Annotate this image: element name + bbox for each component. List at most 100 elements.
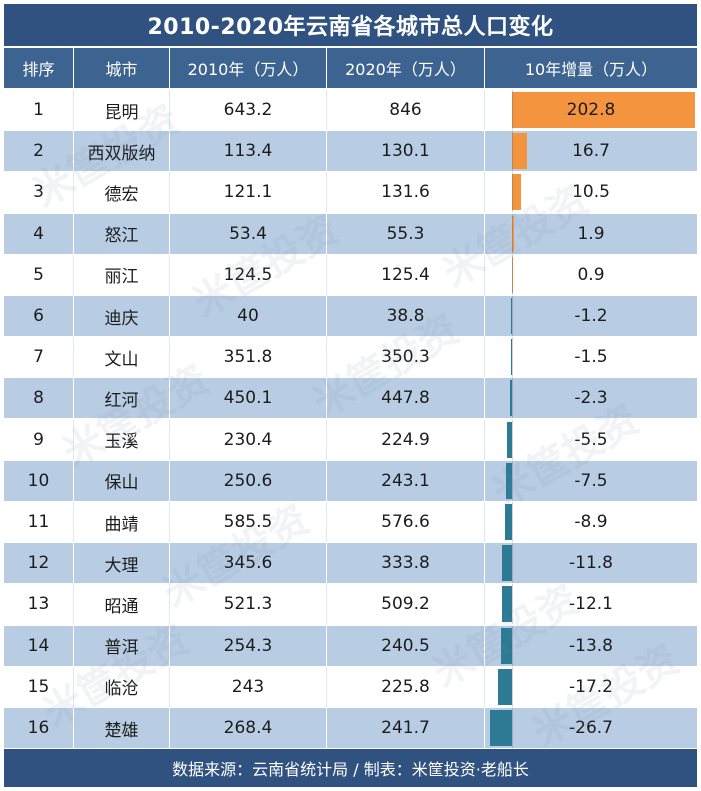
change-value-label: 0.9 [577,264,605,285]
cell-2010: 121.1 [170,172,327,213]
table-row: 12 大理 345.6 333.8 -11.8 [4,543,697,584]
table-row: 15 临沧 243 225.8 -17.2 [4,666,697,707]
change-value-label: -7.5 [574,470,608,491]
cell-2010: 243 [170,666,327,707]
cell-city: 曲靖 [74,502,170,542]
cell-rank: 2 [4,131,74,172]
increase-bar [512,256,513,293]
zero-axis-line [512,666,513,707]
cell-rank: 5 [4,254,74,295]
decrease-bar [497,668,512,705]
change-value-label: -11.8 [569,553,613,574]
table-row: 16 楚雄 268.4 241.7 -26.7 [4,708,697,748]
cell-rank: 9 [4,419,74,460]
cell-rank: 8 [4,378,74,419]
cell-city: 文山 [74,337,170,378]
cell-rank: 15 [4,666,74,707]
cell-city: 红河 [74,378,170,419]
change-value-label: -13.8 [569,635,613,656]
cell-2010: 113.4 [170,131,327,172]
cell-change: -1.2 [485,296,697,336]
cell-2010: 268.4 [170,708,327,748]
table-row: 9 玉溪 230.4 224.9 -5.5 [4,419,697,460]
cell-change: 10.5 [485,172,697,213]
cell-city: 迪庆 [74,296,170,336]
cell-city: 普洱 [74,625,170,666]
change-value-label: -1.5 [574,347,608,368]
zero-axis-line [512,172,513,213]
cell-2020: 447.8 [327,378,485,419]
cell-2020: 846 [327,90,485,130]
zero-axis-line [512,254,513,295]
change-value-label: -26.7 [569,718,613,738]
change-value-label: -5.5 [574,429,608,450]
table-row: 4 怒江 53.4 55.3 1.9 [4,213,697,254]
cell-2020: 509.2 [327,584,485,625]
cell-change: -26.7 [485,708,697,748]
header-2020: 2020年（万人） [327,48,485,88]
cell-change: 1.9 [485,213,697,254]
increase-bar [512,133,528,170]
increase-bar [512,92,695,128]
table-row: 11 曲靖 585.5 576.6 -8.9 [4,502,697,542]
zero-axis-line [512,708,513,748]
zero-axis-line [512,337,513,378]
cell-2020: 243.1 [327,460,485,501]
table-row: 1 昆明 643.2 846 202.8 [4,90,697,130]
decrease-bar [510,380,512,417]
change-value-label: -2.3 [574,388,608,409]
cell-2010: 521.3 [170,584,327,625]
cell-2020: 241.7 [327,708,485,748]
cell-2010: 124.5 [170,254,327,295]
cell-city: 西双版纳 [74,131,170,172]
cell-city: 昆明 [74,90,170,130]
zero-axis-line [512,213,513,254]
cell-rank: 1 [4,90,74,130]
cell-2020: 333.8 [327,543,485,584]
change-value-label: 10.5 [572,182,610,203]
header-city: 城市 [74,48,170,88]
cell-rank: 16 [4,708,74,748]
table-row: 8 红河 450.1 447.8 -2.3 [4,378,697,419]
table-row: 7 文山 351.8 350.3 -1.5 [4,337,697,378]
cell-2010: 53.4 [170,213,327,254]
cell-2020: 125.4 [327,254,485,295]
cell-city: 保山 [74,460,170,501]
cell-rank: 13 [4,584,74,625]
table-row: 3 德宏 121.1 131.6 10.5 [4,172,697,213]
table-row: 10 保山 250.6 243.1 -7.5 [4,460,697,501]
cell-city: 玉溪 [74,419,170,460]
cell-2020: 576.6 [327,502,485,542]
cell-rank: 11 [4,502,74,542]
cell-change: 0.9 [485,254,697,295]
zero-axis-line [512,378,513,419]
cell-rank: 10 [4,460,74,501]
change-value-label: -1.2 [574,306,608,326]
cell-2010: 250.6 [170,460,327,501]
table-row: 6 迪庆 40 38.8 -1.2 [4,296,697,336]
header-change: 10年增量（万人） [524,60,658,79]
cell-2010: 643.2 [170,90,327,130]
table-row: 14 普洱 254.3 240.5 -13.8 [4,625,697,666]
change-value-label: -8.9 [574,512,608,532]
cell-change: 202.8 [485,90,697,130]
decrease-bar [510,339,512,376]
cell-change: -8.9 [485,502,697,542]
cell-rank: 7 [4,337,74,378]
zero-axis-line [512,543,513,584]
decrease-bar [490,710,512,746]
cell-city: 楚雄 [74,708,170,748]
cell-change: -5.5 [485,419,697,460]
change-value-label: -12.1 [569,594,613,615]
cell-2010: 254.3 [170,625,327,666]
cell-change: -7.5 [485,460,697,501]
cell-2020: 131.6 [327,172,485,213]
cell-rank: 6 [4,296,74,336]
zero-axis-line [512,419,513,460]
header-rank: 排序 [4,48,74,88]
cell-change: 16.7 [485,131,697,172]
zero-axis-line [512,502,513,542]
cell-2010: 351.8 [170,337,327,378]
cell-2010: 345.6 [170,543,327,584]
cell-change: -1.5 [485,337,697,378]
